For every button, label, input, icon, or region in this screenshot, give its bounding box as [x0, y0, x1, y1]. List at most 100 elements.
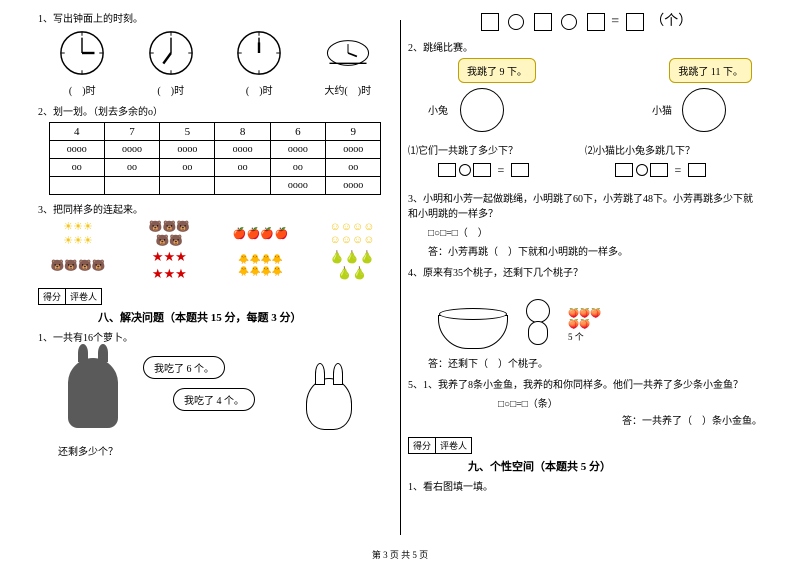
pears-icon: 🍐🍐🍐🍐🍐 [324, 252, 380, 278]
r3c2 [160, 177, 215, 195]
clock-1-label: ( )时 [58, 82, 106, 97]
q5-eq: □○□=□（条） [498, 395, 762, 410]
r2c3: oo [215, 159, 270, 177]
section-9-title: 九、个性空间（本题共 5 分） [468, 458, 762, 474]
match-top-row: ☀☀☀☀☀☀ 🐻🐻🐻🐻🐻 🍎🍎🍎🍎 ☺☺☺☺☺☺☺☺ [50, 220, 380, 246]
monkey-icon [520, 299, 556, 349]
suns-icon: ☀☀☀☀☀☀ [50, 220, 106, 246]
label-cat: 小猫 [652, 102, 672, 117]
bears-top-icon: 🐻🐻🐻🐻🐻 [141, 220, 197, 246]
q4-title: 4、原来有35个桃子，还剩下几个桃子？ [408, 264, 762, 279]
r2c1: oo [104, 159, 159, 177]
eq-equals: = [498, 163, 505, 178]
eq-box-icon [650, 163, 668, 177]
sub1-text: ⑴它们一共跳了多少下？ [408, 142, 585, 157]
clocks-row: ( )时 ( )时 ( )时 大约( )时 [38, 29, 392, 97]
faces-icon: ☺☺☺☺☺☺☺☺ [324, 220, 380, 246]
eq-box-icon [534, 13, 552, 31]
clock-2: ( )时 [147, 29, 195, 97]
q3-title: 3、小明和小芳一起做跳绳，小明跳了60下，小芳跳了48下。小芳再跳多少下就和小明… [408, 190, 762, 220]
eq-box-icon [473, 163, 491, 177]
q1-clocks: 1、写出钟面上的时刻。 ( )时 ( )时 ( )时 大约( )时 [38, 10, 392, 97]
q5-ans: 答：一共养了（ ）条小金鱼。 [408, 412, 762, 427]
jump-scene: 我跳了 9 下。 我跳了 11 下。 小兔 小猫 [408, 58, 762, 138]
bubble-ate-4: 我吃了 4 个。 [173, 388, 255, 411]
white-bunny-icon [306, 378, 352, 430]
th-0: 4 [49, 123, 104, 141]
cat-icon [682, 88, 726, 132]
r2c2: oo [160, 159, 215, 177]
left-column: 1、写出钟面上的时刻。 ( )时 ( )时 ( )时 大约( )时 [30, 10, 400, 540]
q2-title: 2、跳绳比赛。 [408, 39, 762, 54]
bunny-scene: 我吃了 6 个。 我吃了 4 个。 [38, 348, 392, 443]
chicks-icon: 🐥🐥🐥🐥🐥🐥🐥🐥 [233, 252, 289, 278]
r1c1: oooo [104, 141, 159, 159]
sub2-text: ⑵小猫比小兔多跳几下？ [585, 142, 762, 157]
eq-box-icon [587, 13, 605, 31]
right-column: = （个） 2、跳绳比赛。 我跳了 9 下。 我跳了 11 下。 小兔 小猫 ⑴ [400, 10, 770, 540]
th-2: 5 [160, 123, 215, 141]
o-table: 4 7 5 8 6 9 oooo oooo oooo oooo oooo ooo… [49, 122, 382, 195]
q2-title: 2、划一划。（划去多余的o） [38, 103, 392, 118]
score-label: 得分 [409, 438, 436, 453]
q2-jump: 2、跳绳比赛。 我跳了 9 下。 我跳了 11 下。 小兔 小猫 ⑴它们一共跳了… [408, 39, 762, 184]
rabbit-icon [460, 88, 504, 132]
column-divider [400, 20, 401, 535]
gone-peaches: 🍑🍑🍑🍑🍑 5 个 [568, 308, 602, 343]
clock-4: 大约( )时 [324, 29, 372, 97]
clock-1: ( )时 [58, 29, 106, 97]
q3-eq: □○□=□（ ） [428, 224, 762, 239]
th-5: 9 [326, 123, 381, 141]
eq-box-icon [481, 13, 499, 31]
q9-1-title: 1、看右图填一填。 [408, 478, 762, 493]
gone-label: 5 个 [568, 330, 602, 343]
q8-1: 1、一共有16个萝卜。 我吃了 6 个。 我吃了 4 个。 还剩多少个？ [38, 329, 392, 458]
r1c0: oooo [49, 141, 104, 159]
r3c4: oooo [270, 177, 325, 195]
r1c4: oooo [270, 141, 325, 159]
grader-label: 评卷人 [436, 438, 471, 453]
q1-title: 1、写出钟面上的时刻。 [38, 10, 392, 25]
th-3: 8 [215, 123, 270, 141]
match-bottom-row: 🐻🐻🐻🐻 ★★★★★★ 🐥🐥🐥🐥🐥🐥🐥🐥 🍐🍐🍐🍐🍐 [50, 252, 380, 278]
clock-2-label: ( )时 [147, 82, 195, 97]
basket-icon [438, 315, 508, 349]
eq-unit: （个） [650, 14, 692, 29]
th-4: 6 [270, 123, 325, 141]
q3-ans: 答：小芳再跳（ ）下就和小明跳的一样多。 [428, 243, 762, 258]
eq-circle-icon [636, 164, 648, 176]
eq-equals: = [675, 163, 682, 178]
grader-label: 评卷人 [66, 289, 101, 304]
sub2-eq: = [615, 163, 762, 178]
eq-box-icon [615, 163, 633, 177]
clock-3-label: ( )时 [235, 82, 283, 97]
bubble-cat-jump: 我跳了 11 下。 [669, 58, 752, 83]
q5-title: 5、1、我养了8条小金鱼，我养的和你同样多。他们一共养了多少条小金鱼？ [408, 376, 762, 391]
r3c3 [215, 177, 270, 195]
eq-circle-icon [561, 14, 577, 30]
bubble-ate-6: 我吃了 6 个。 [143, 356, 225, 379]
score-box-left: 得分 评卷人 [38, 288, 102, 305]
score-box-right: 得分 评卷人 [408, 437, 472, 454]
top-equation: = （个） [408, 10, 762, 31]
eq-equals: = [611, 14, 619, 29]
r2c0: oo [49, 159, 104, 177]
stars-icon: ★★★★★★ [141, 252, 197, 278]
peach-scene: 🍑🍑🍑🍑🍑 5 个 [438, 283, 762, 353]
eq-box-icon [438, 163, 456, 177]
eq-box-icon [688, 163, 706, 177]
bears-icon: 🐻🐻🐻🐻 [50, 252, 106, 278]
eq-circle-icon [459, 164, 471, 176]
clock-4-label: 大约( )时 [324, 82, 372, 97]
q8-1-title: 1、一共有16个萝卜。 [38, 329, 392, 344]
q3-skip: 3、小明和小芳一起做跳绳，小明跳了60下，小芳跳了48下。小芳再跳多少下就和小明… [408, 190, 762, 258]
r2c5: oo [326, 159, 381, 177]
sub-questions: ⑴它们一共跳了多少下？ = ⑵小猫比小兔多跳几下？ [408, 142, 762, 184]
apples-icon: 🍎🍎🍎🍎 [233, 220, 289, 246]
clock-3: ( )时 [235, 29, 283, 97]
eq-box-icon [626, 13, 644, 31]
r1c5: oooo [326, 141, 381, 159]
sub1-eq: = [438, 163, 585, 178]
remain-question: 还剩多少个？ [58, 443, 392, 458]
eq-box-icon [511, 163, 529, 177]
